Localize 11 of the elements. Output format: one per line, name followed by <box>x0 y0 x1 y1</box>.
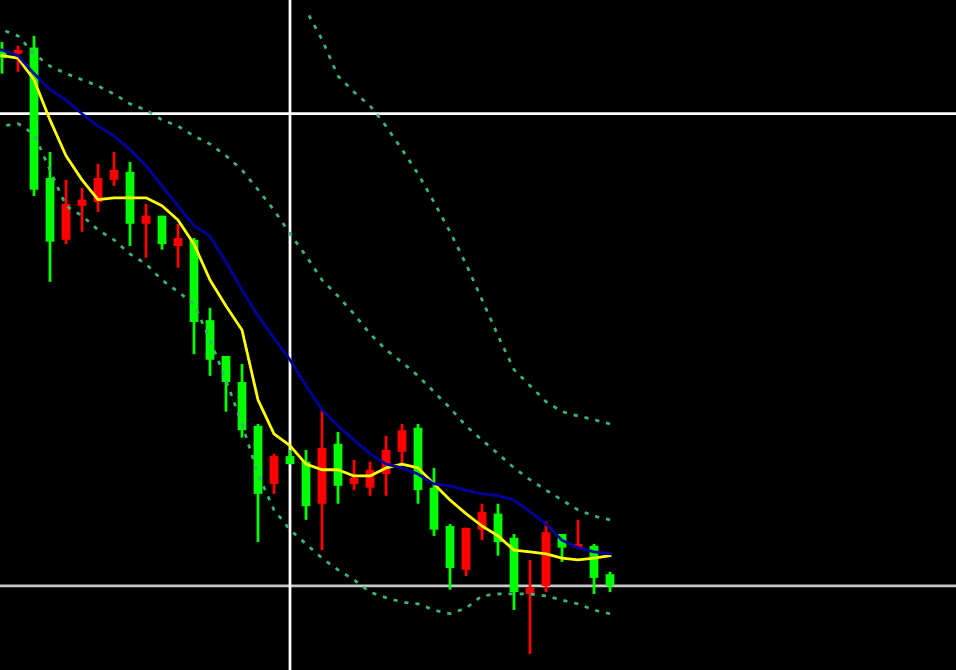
candlestick <box>605 570 615 594</box>
candlestick <box>445 522 455 592</box>
candlestick <box>397 422 407 466</box>
candlestick <box>13 44 23 74</box>
candlestick <box>429 466 439 538</box>
candlestick <box>109 150 119 188</box>
candlestick <box>461 526 471 578</box>
candlestick <box>141 202 151 260</box>
candlestick <box>173 222 183 270</box>
candlestick <box>269 452 279 496</box>
candlestick <box>157 214 167 252</box>
